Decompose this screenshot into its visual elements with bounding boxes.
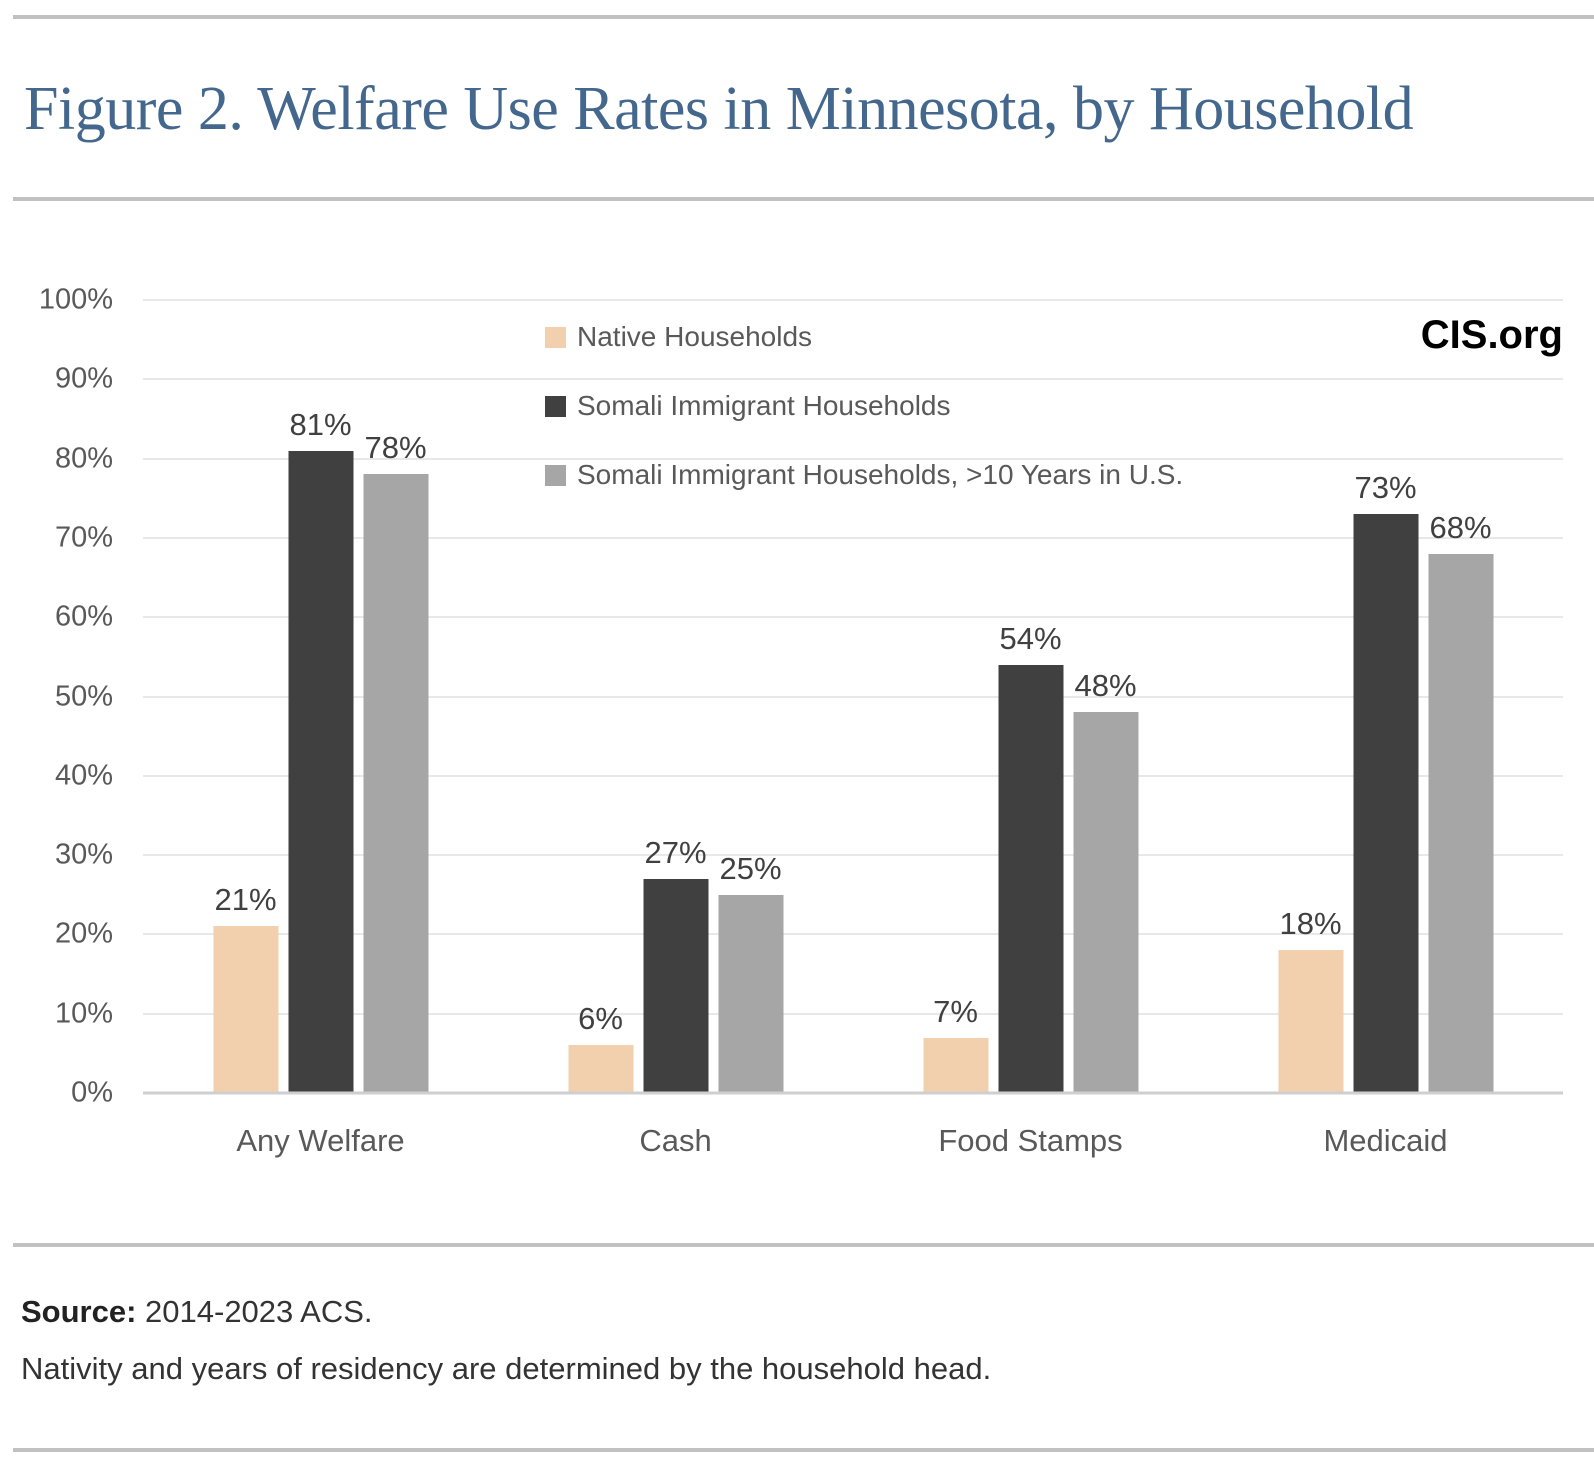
gridline [143, 695, 1563, 698]
legend: Native Households Somali Immigrant Househ… [545, 321, 1183, 491]
value-label: 73% [1354, 470, 1417, 506]
value-label: 68% [1429, 509, 1492, 545]
bar-group-food-stamps: 7% 54% 48% [923, 300, 1138, 1093]
legend-label: Native Households [577, 321, 813, 352]
legend-item: Somali Immigrant Households, >10 Years i… [545, 459, 1183, 491]
value-label: 78% [364, 430, 427, 466]
value-label: 7% [933, 993, 978, 1029]
bar-somali-immigrant-households: 81% [288, 407, 353, 1093]
value-label: 48% [1074, 668, 1137, 704]
title-divider [13, 197, 1594, 201]
value-label: 81% [289, 406, 352, 442]
x-category-label: Food Stamps [938, 1123, 1123, 1158]
legend-swatch [545, 464, 566, 486]
value-label: 27% [644, 834, 707, 870]
value-label: 25% [719, 850, 782, 886]
value-label: 18% [1279, 906, 1342, 942]
gridline [143, 1012, 1563, 1015]
bar-somali-immigrant-households: 54% [998, 621, 1063, 1093]
gridline [143, 933, 1563, 936]
gridline [143, 378, 1563, 381]
y-tick-label: 10% [54, 997, 113, 1030]
bottom-divider [13, 1448, 1594, 1452]
y-tick-label: 90% [54, 362, 113, 395]
legend-item: Somali Immigrant Households [545, 390, 1183, 422]
bar-group-cash: 6% 27% 25% [568, 300, 783, 1093]
gridline [143, 457, 1563, 460]
bar-group-any-welfare: 21% 81% 78% [213, 300, 428, 1093]
bar-native-households: 6% [568, 1001, 633, 1093]
source-line: Source: 2014-2023 ACS. [21, 1294, 373, 1330]
y-tick-label: 40% [54, 759, 113, 792]
legend-swatch [545, 326, 566, 348]
value-label: 54% [999, 620, 1062, 656]
gridline [143, 616, 1563, 619]
page-title: Figure 2. Welfare Use Rates in Minnesota… [24, 75, 1414, 143]
footer-divider [13, 1243, 1594, 1247]
legend-item: Native Households [545, 321, 1183, 353]
legend-label: Somali Immigrant Households, >10 Years i… [577, 459, 1184, 490]
bar-somali-immigrant-households-10-years-in-u-s-: 78% [363, 430, 428, 1093]
value-label: 21% [214, 882, 277, 918]
bar-native-households: 21% [213, 882, 278, 1093]
x-axis-line [143, 1091, 1563, 1095]
bar-somali-immigrant-households-10-years-in-u-s-: 25% [718, 851, 783, 1093]
y-tick-label: 70% [54, 521, 113, 554]
y-tick-label: 60% [54, 600, 113, 633]
x-category-label: Any Welfare [236, 1123, 405, 1158]
gridline [143, 299, 1563, 301]
y-tick-label: 50% [54, 680, 113, 712]
legend-swatch [545, 395, 566, 417]
y-tick-label: 0% [71, 1076, 113, 1109]
bar-somali-immigrant-households-10-years-in-u-s-: 48% [1073, 668, 1138, 1093]
note-line: Nativity and years of residency are dete… [21, 1351, 992, 1386]
bar-group-medicaid: 18% 73% 68% [1278, 300, 1493, 1093]
bar-somali-immigrant-households: 73% [1353, 470, 1418, 1093]
top-divider [13, 15, 1594, 19]
chart: CIS.org Native Households Somali Immigran… [0, 220, 1594, 1260]
gridline [143, 774, 1563, 777]
x-category-label: Cash [639, 1123, 712, 1158]
cis-org-logo: CIS.org [1420, 313, 1563, 357]
gridline [143, 854, 1563, 857]
x-category-label: Medicaid [1323, 1123, 1448, 1158]
bar-native-households: 18% [1278, 906, 1343, 1093]
gridline [143, 536, 1563, 539]
bar-somali-immigrant-households: 27% [643, 835, 708, 1093]
plot-area: 0% 10% 20% 30% 40% 50% 60% 70% 80% 90% 100% 21% 81% 7… [39, 284, 1563, 1158]
value-label: 6% [578, 1001, 623, 1037]
source-label: Source: [21, 1294, 137, 1329]
legend-label: Somali Immigrant Households [577, 390, 951, 421]
bar-somali-immigrant-households-10-years-in-u-s-: 68% [1428, 510, 1493, 1093]
source-text: 2014-2023 ACS. [136, 1294, 373, 1329]
y-tick-label: 80% [54, 442, 113, 475]
y-tick-label: 20% [54, 917, 113, 950]
y-tick-label: 30% [54, 838, 113, 871]
bar-native-households: 7% [923, 994, 988, 1093]
y-tick-label: 100% [38, 283, 113, 316]
